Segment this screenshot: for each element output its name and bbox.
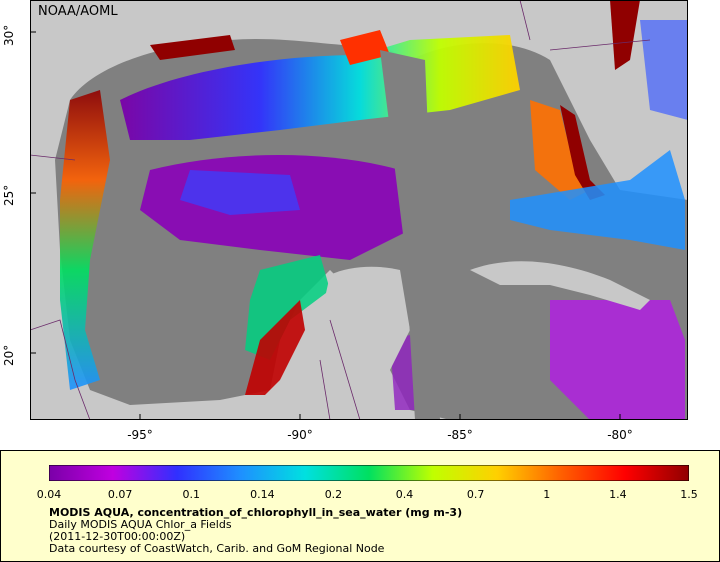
yucatan-land [310, 266, 410, 400]
x-tick-label: -80° [607, 428, 633, 442]
credit-label: NOAA/AOML [38, 4, 118, 19]
colorbar-tick-label: 0.1 [182, 488, 200, 501]
colorbar-fill [49, 465, 689, 481]
nodata-stripe [380, 50, 440, 420]
colorbar-tick-label: 0.7 [466, 488, 485, 501]
chl-florida-coast [560, 105, 605, 200]
colorbar-tick-label: 0.14 [250, 488, 275, 501]
chlorophyll-map[interactable] [30, 0, 688, 420]
country-borders [30, 0, 651, 420]
chl-north-coast-red [150, 35, 235, 60]
y-tick-label: 20° [2, 344, 16, 366]
chl-straits [510, 150, 685, 250]
legend-line4: Data courtesy of CoastWatch, Carib. and … [49, 542, 385, 555]
colorbar-tick-label: 0.2 [324, 488, 343, 501]
chl-atlantic-coast [610, 0, 640, 70]
legend-line2: Daily MODIS AQUA Chlor_a Fields [49, 518, 232, 531]
x-tick-label: -95° [127, 428, 153, 442]
colorbar-tick-label: 1 [543, 488, 551, 501]
x-tick-label: -90° [287, 428, 313, 442]
legend-title: MODIS AQUA, concentration_of_chlorophyll… [49, 506, 463, 519]
chl-blue-patch [180, 170, 300, 215]
colorbar [49, 465, 689, 481]
chl-miss-delta [340, 30, 390, 65]
colorbar-tick-label: 0.07 [107, 488, 133, 501]
y-tick-label: 30° [2, 24, 16, 46]
chl-caribbean [550, 300, 685, 420]
map-frame: NOAA/AOML -95° -90° -85° -80° 30° 25° 20… [2, 0, 688, 442]
cuba-land [470, 261, 650, 310]
colorbar-tick-label: 1.4 [609, 488, 627, 501]
legend-line3: (2011-12-30T00:00:00Z) [49, 530, 186, 543]
chl-atlantic-blue [640, 20, 688, 120]
y-tick-label: 25° [2, 184, 16, 206]
map-border [30, 0, 688, 420]
legend-panel: MODIS AQUA, concentration_of_chlorophyll… [0, 450, 720, 562]
chl-west-coast [60, 90, 110, 390]
chl-campeche-coast [245, 300, 305, 395]
x-tick-label: -85° [447, 428, 473, 442]
colorbar-tick-label: 0.4 [395, 488, 414, 501]
colorbar-tick-label: 0.04 [36, 488, 62, 501]
colorbar-tick-label: 1.5 [680, 488, 698, 501]
